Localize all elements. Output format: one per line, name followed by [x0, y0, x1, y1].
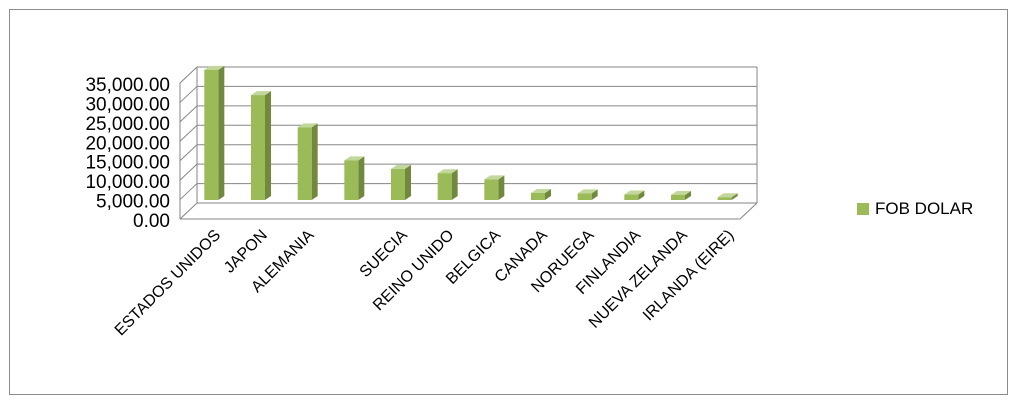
bar — [437, 169, 458, 200]
bar — [531, 189, 551, 200]
bar-side — [218, 65, 225, 200]
floor-right-edge — [739, 202, 758, 220]
bar — [391, 164, 411, 200]
y-tick-label: 25,000.00 — [85, 114, 170, 135]
bar — [717, 193, 738, 200]
legend-swatch — [857, 203, 869, 215]
bar — [624, 190, 645, 200]
bar-top — [344, 156, 365, 161]
bar-top — [204, 65, 225, 70]
bar-front — [531, 193, 545, 200]
x-category-label: REINO UNIDO — [370, 227, 457, 314]
bar — [297, 123, 318, 200]
gridline-side — [179, 66, 198, 84]
bar-top — [577, 189, 598, 194]
y-axis-ticks: 0.005,000.0010,000.0015,000.0020,000.002… — [85, 75, 170, 232]
y-tick-label: 35,000.00 — [85, 75, 170, 96]
bar-front — [624, 194, 639, 200]
bar-top — [297, 123, 318, 128]
gridline-side — [179, 183, 198, 200]
chart-area — [9, 9, 1008, 395]
gridline-side — [179, 163, 198, 181]
y-tick-label: 5,000.00 — [96, 192, 170, 213]
bar-side — [405, 164, 411, 200]
gridline-side — [179, 124, 198, 142]
y-tick-label: 0.00 — [133, 211, 170, 232]
bar — [251, 91, 271, 200]
gridline-side — [179, 144, 198, 162]
bar-side — [498, 175, 505, 200]
bar-side — [638, 190, 645, 200]
bar-top — [391, 164, 411, 169]
bar-front — [344, 160, 359, 200]
gridlines — [179, 66, 758, 220]
y-tick-label: 30,000.00 — [85, 94, 170, 115]
x-category-label: ESTADOS UNIDOS — [112, 227, 224, 339]
bar-side — [731, 193, 738, 200]
y-tick-label: 10,000.00 — [85, 172, 170, 193]
bar-side — [451, 169, 458, 200]
bar — [484, 175, 505, 200]
bar-front — [484, 179, 499, 200]
bar-top — [717, 193, 738, 198]
bar-front — [251, 95, 265, 200]
bar-front — [671, 194, 685, 200]
bar-top — [671, 190, 691, 195]
bar-side — [685, 190, 691, 200]
bar-side — [311, 123, 318, 200]
bar-front — [437, 173, 452, 200]
bar-side — [265, 91, 271, 200]
bar-side — [358, 156, 365, 200]
bar — [204, 65, 225, 200]
bar-front — [391, 168, 405, 200]
bar-side — [545, 189, 551, 200]
bar-top — [251, 91, 271, 96]
bar-top — [484, 175, 505, 180]
bar — [577, 189, 598, 200]
bar-top — [624, 190, 645, 195]
gridline-side — [179, 202, 198, 220]
bar — [671, 190, 691, 200]
bar-front — [577, 193, 592, 200]
bar-front — [717, 197, 732, 200]
bar — [344, 156, 365, 200]
y-tick-label: 15,000.00 — [85, 153, 170, 174]
bars — [204, 65, 738, 200]
x-category-label: IRLANDA (EIRE) — [640, 227, 738, 325]
gridline-side — [179, 86, 198, 103]
bar-front — [204, 69, 219, 200]
bar-front — [297, 127, 312, 200]
bar-top — [437, 169, 458, 174]
legend: FOB DOLAR — [857, 199, 973, 219]
y-tick-label: 20,000.00 — [85, 133, 170, 154]
legend-label: FOB DOLAR — [875, 199, 974, 218]
bar-side — [591, 189, 598, 200]
bar-top — [531, 189, 551, 194]
gridline-side — [179, 105, 198, 123]
